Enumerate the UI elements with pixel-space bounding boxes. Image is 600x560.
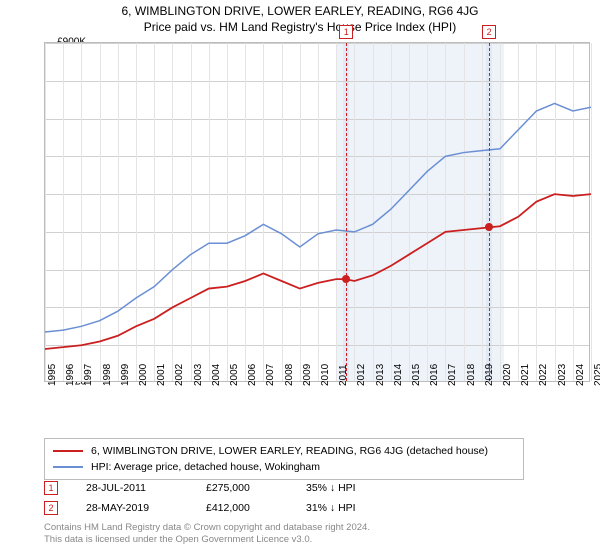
- sales-marker-1: 1: [44, 481, 58, 495]
- x-tick-label: 2017: [447, 364, 458, 386]
- legend-label: 6, WIMBLINGTON DRIVE, LOWER EARLEY, READ…: [91, 445, 488, 457]
- sales-date: 28-JUL-2011: [86, 482, 206, 494]
- x-tick-label: 2024: [575, 364, 586, 386]
- x-tick-label: 2016: [429, 364, 440, 386]
- chart-subtitle: Price paid vs. HM Land Registry's House …: [0, 18, 600, 40]
- x-tick-label: 1997: [83, 364, 94, 386]
- x-tick-label: 2019: [484, 364, 495, 386]
- legend-label: HPI: Average price, detached house, Woki…: [91, 461, 320, 473]
- sales-table: 1 28-JUL-2011£275,00035% ↓ HPI 2 28-MAY-201…: [44, 478, 406, 518]
- chart-marker-1: 1: [339, 25, 353, 39]
- sales-pct: 35% ↓ HPI: [306, 482, 406, 494]
- chart-title: 6, WIMBLINGTON DRIVE, LOWER EARLEY, READ…: [0, 0, 600, 18]
- legend-item: HPI: Average price, detached house, Woki…: [53, 459, 515, 475]
- x-tick-label: 2020: [502, 364, 513, 386]
- x-tick-label: 2014: [393, 364, 404, 386]
- sales-marker-2: 2: [44, 501, 58, 515]
- chart-area: £0£100K£200K£300K£400K£500K£600K£700K£80…: [44, 42, 590, 408]
- x-tick-label: 2023: [557, 364, 568, 386]
- x-tick-label: 2001: [156, 364, 167, 386]
- footer-line1: Contains HM Land Registry data © Crown c…: [44, 522, 370, 534]
- x-tick-label: 2015: [411, 364, 422, 386]
- footer-attribution: Contains HM Land Registry data © Crown c…: [44, 522, 370, 547]
- x-tick-label: 1999: [120, 364, 131, 386]
- x-tick-label: 2008: [284, 364, 295, 386]
- x-tick-label: 2011: [338, 364, 349, 386]
- x-tick-label: 1996: [65, 364, 76, 386]
- x-tick-label: 2012: [356, 364, 367, 386]
- x-tick-label: 2006: [247, 364, 258, 386]
- x-tick-label: 2007: [265, 364, 276, 386]
- chart-plot: 12: [44, 42, 590, 382]
- sales-row: 1 28-JUL-2011£275,00035% ↓ HPI: [44, 478, 406, 498]
- x-tick-label: 2022: [538, 364, 549, 386]
- footer-line2: This data is licensed under the Open Gov…: [44, 534, 370, 546]
- sales-pct: 31% ↓ HPI: [306, 502, 406, 514]
- marker-dot-1: [342, 275, 350, 283]
- legend: 6, WIMBLINGTON DRIVE, LOWER EARLEY, READ…: [44, 438, 524, 480]
- x-tick-label: 2025: [593, 364, 600, 386]
- sales-price: £275,000: [206, 482, 306, 494]
- chart-marker-2: 2: [482, 25, 496, 39]
- x-tick-label: 2010: [320, 364, 331, 386]
- legend-item: 6, WIMBLINGTON DRIVE, LOWER EARLEY, READ…: [53, 443, 515, 459]
- x-tick-label: 1995: [47, 364, 58, 386]
- x-tick-label: 2021: [520, 364, 531, 386]
- x-tick-label: 2009: [302, 364, 313, 386]
- x-tick-label: 2002: [174, 364, 185, 386]
- legend-swatch: [53, 466, 83, 468]
- sales-price: £412,000: [206, 502, 306, 514]
- x-tick-label: 2013: [375, 364, 386, 386]
- chart-lines: [45, 43, 591, 383]
- x-tick-label: 2004: [211, 364, 222, 386]
- marker-dot-2: [485, 223, 493, 231]
- x-tick-label: 2003: [193, 364, 204, 386]
- x-tick-label: 1998: [102, 364, 113, 386]
- x-tick-label: 2005: [229, 364, 240, 386]
- sales-date: 28-MAY-2019: [86, 502, 206, 514]
- sales-row: 2 28-MAY-2019£412,00031% ↓ HPI: [44, 498, 406, 518]
- x-tick-label: 2018: [466, 364, 477, 386]
- series-property: [45, 194, 591, 349]
- series-hpi: [45, 103, 591, 332]
- legend-swatch: [53, 450, 83, 452]
- x-tick-label: 2000: [138, 364, 149, 386]
